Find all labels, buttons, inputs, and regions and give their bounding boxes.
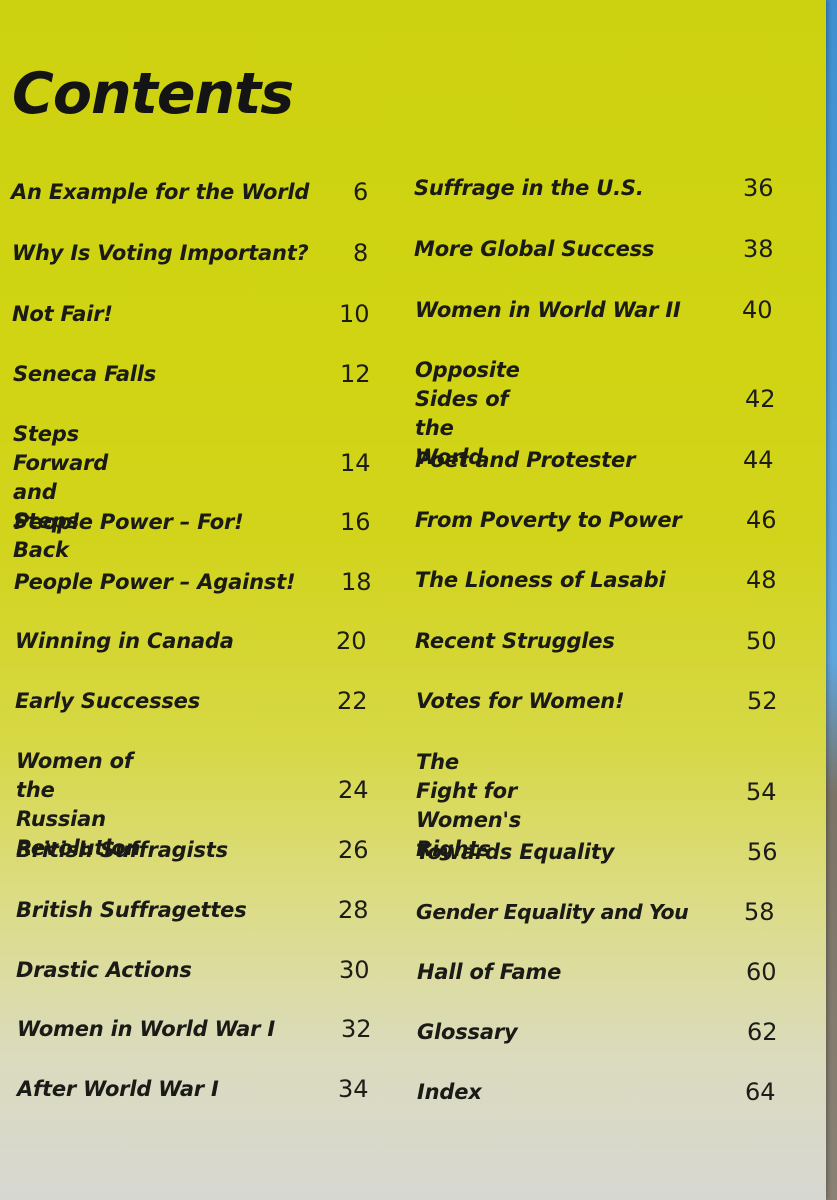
toc-entry-page: 64 — [745, 1078, 776, 1106]
toc-entry-title: The Fight for Women's Rights — [416, 750, 522, 861]
toc-entry-title: Steps Forward and Steps Back — [13, 422, 109, 562]
toc-entry-title: Hall of Fame — [417, 960, 562, 984]
toc-entry-title: More Global Success — [414, 237, 655, 261]
toc-entry-page: 48 — [746, 566, 777, 594]
toc-entry-title: Drastic Actions — [16, 958, 192, 982]
toc-entry-title: People Power – Against! — [14, 570, 296, 594]
toc-entry-title: Poet and Protester — [415, 448, 636, 472]
toc-entry-title: After World War I — [17, 1077, 219, 1101]
toc-entry-title: Not Fair! — [12, 302, 113, 326]
toc-entry-page: 30 — [339, 956, 370, 984]
toc-entry-page: 38 — [743, 235, 774, 263]
toc-entry-page: 62 — [747, 1018, 778, 1046]
toc-entry-title: Why Is Voting Important? — [12, 241, 309, 265]
toc-entry-title: From Poverty to Power — [415, 508, 682, 532]
toc-entry-title: Recent Struggles — [415, 629, 615, 653]
toc-entry-page: 6 — [353, 178, 369, 206]
toc-entry-title: Towards Equality — [416, 840, 615, 864]
toc-entry-page: 56 — [747, 838, 778, 866]
toc-entry-page: 46 — [746, 506, 777, 534]
toc-entry-page: 26 — [338, 836, 369, 864]
toc-entry-title: Seneca Falls — [13, 362, 157, 386]
toc-entry-page: 44 — [743, 446, 774, 474]
toc-entry-page: 18 — [341, 568, 372, 596]
toc-entry-page: 36 — [743, 174, 774, 202]
toc-entry-page: 24 — [338, 776, 369, 804]
toc-entry-page: 60 — [746, 958, 777, 986]
toc-entry-title: Women in World War I — [17, 1017, 276, 1041]
toc-entry-page: 20 — [336, 627, 367, 655]
toc-entry-page: 50 — [746, 627, 777, 655]
toc-entry-title: Index — [417, 1080, 482, 1104]
contents-left-column: An Example for the World 6 Why Is Voting… — [0, 0, 400, 1200]
toc-entry-title: People Power – For! — [14, 510, 244, 534]
page-title: Contents — [12, 61, 294, 127]
toc-entry-page: 42 — [745, 385, 776, 413]
toc-entry-page: 16 — [340, 508, 371, 536]
toc-entry-page: 58 — [744, 898, 775, 926]
contents-right-column: Suffrage in the U.S. 36 More Global Succ… — [400, 0, 826, 1200]
toc-entry-page: 54 — [746, 778, 777, 806]
toc-entry-title: Winning in Canada — [15, 629, 234, 653]
toc-entry-title: Gender Equality and You — [416, 900, 689, 924]
toc-entry-page: 14 — [340, 449, 371, 477]
toc-entry-page: 40 — [742, 296, 773, 324]
toc-entry-title: The Lioness of Lasabi — [415, 568, 666, 592]
toc-entry-title: Glossary — [417, 1020, 518, 1044]
toc-entry-page: 32 — [341, 1015, 372, 1043]
toc-entry-title: British Suffragists — [16, 838, 228, 862]
toc-entry-title: Votes for Women! — [416, 689, 625, 713]
toc-entry-page: 22 — [337, 687, 368, 715]
toc-entry-title: Suffrage in the U.S. — [414, 176, 644, 200]
toc-entry-page: 28 — [338, 896, 369, 924]
toc-entry-title: An Example for the World — [11, 180, 310, 204]
toc-entry-page: 12 — [340, 360, 371, 388]
toc-entry-page: 10 — [339, 300, 370, 328]
toc-entry-title: Opposite Sides of the World — [415, 358, 520, 469]
toc-entry-page: 34 — [338, 1075, 369, 1103]
toc-entry-page: 52 — [747, 687, 778, 715]
toc-entry-title: Women in World War II — [415, 298, 681, 322]
toc-entry-title: Women of the Russian Revolution — [16, 749, 141, 860]
toc-entry-page: 8 — [353, 239, 369, 267]
toc-entry-title: British Suffragettes — [16, 898, 247, 922]
toc-entry-title: Early Successes — [15, 689, 201, 713]
background-strip — [823, 0, 837, 1200]
